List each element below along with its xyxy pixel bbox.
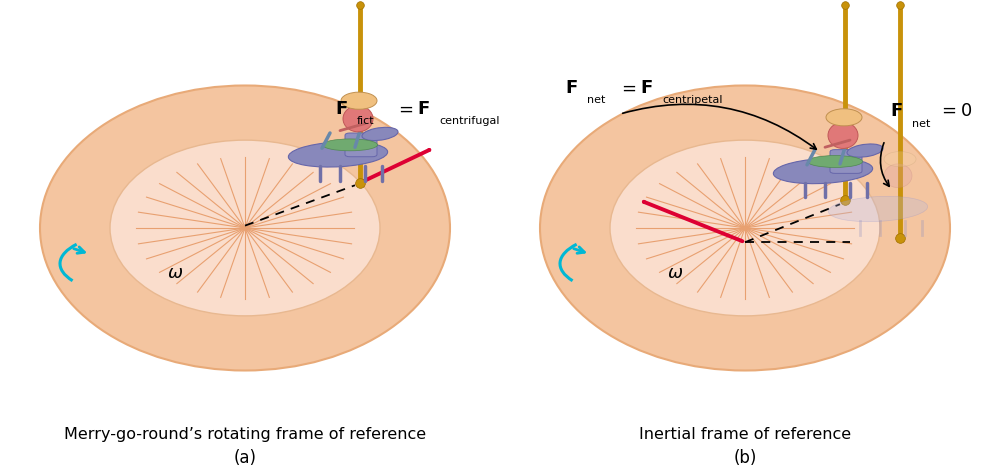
Circle shape <box>826 109 862 126</box>
Text: net: net <box>587 95 605 105</box>
Text: Merry-go-round’s rotating frame of reference: Merry-go-round’s rotating frame of refer… <box>64 427 426 442</box>
FancyBboxPatch shape <box>345 133 377 157</box>
Text: centripetal: centripetal <box>662 95 722 105</box>
Ellipse shape <box>322 139 378 151</box>
Circle shape <box>884 152 916 167</box>
Ellipse shape <box>847 144 883 157</box>
Ellipse shape <box>362 127 398 141</box>
Text: $\bf{F}$: $\bf{F}$ <box>335 100 348 118</box>
Ellipse shape <box>540 86 950 371</box>
Ellipse shape <box>343 106 373 132</box>
Circle shape <box>341 92 377 109</box>
Text: $\bf{F}$: $\bf{F}$ <box>640 79 653 96</box>
Text: net: net <box>912 119 930 129</box>
Ellipse shape <box>773 158 873 184</box>
Text: $\bf{F}$: $\bf{F}$ <box>417 100 430 118</box>
Ellipse shape <box>884 164 912 188</box>
Text: $=$: $=$ <box>395 100 414 118</box>
Text: centrifugal: centrifugal <box>439 116 500 126</box>
Ellipse shape <box>40 86 450 371</box>
Text: $= 0$: $= 0$ <box>938 103 972 120</box>
FancyBboxPatch shape <box>830 150 862 173</box>
Text: $\bf{F}$: $\bf{F}$ <box>890 103 903 120</box>
Ellipse shape <box>828 123 858 148</box>
Text: $\omega$: $\omega$ <box>167 264 183 282</box>
Text: Inertial frame of reference: Inertial frame of reference <box>639 427 851 442</box>
Ellipse shape <box>110 140 380 316</box>
Ellipse shape <box>610 140 880 316</box>
Text: (b): (b) <box>733 449 757 467</box>
Text: $\bf{F}$: $\bf{F}$ <box>565 79 578 96</box>
Ellipse shape <box>288 142 388 167</box>
Ellipse shape <box>808 156 862 168</box>
Text: $=$: $=$ <box>618 79 637 96</box>
Text: (a): (a) <box>234 449 256 467</box>
Text: $\omega$: $\omega$ <box>667 264 683 282</box>
Text: fict: fict <box>357 116 375 126</box>
Ellipse shape <box>828 196 928 222</box>
